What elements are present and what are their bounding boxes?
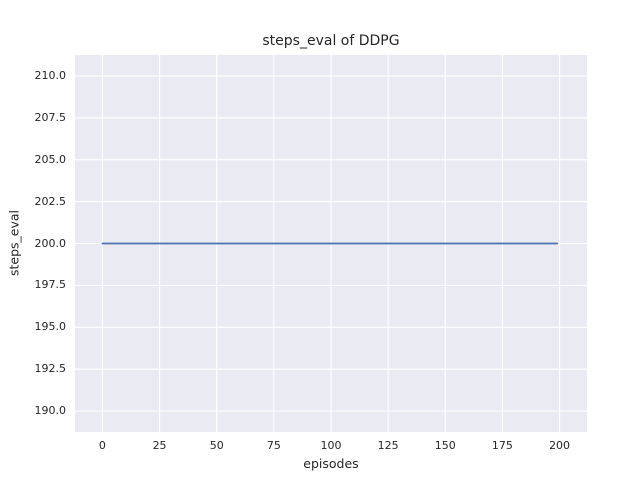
x-axis-label: episodes bbox=[303, 456, 359, 471]
x-tick-label: 125 bbox=[377, 439, 399, 452]
y-tick-label: 197.5 bbox=[34, 278, 67, 292]
y-tick-label: 207.5 bbox=[34, 110, 67, 124]
x-tick-label: 25 bbox=[152, 439, 167, 452]
x-tick-label: 100 bbox=[320, 439, 342, 452]
x-tick-label: 150 bbox=[434, 439, 456, 452]
y-tick-label: 210.0 bbox=[34, 68, 67, 82]
y-tick-label: 190.0 bbox=[34, 404, 67, 418]
x-tick-label: 50 bbox=[209, 439, 224, 452]
x-tick-label: 0 bbox=[98, 439, 106, 452]
y-tick-label: 192.5 bbox=[34, 362, 67, 376]
x-tick-label: 75 bbox=[266, 439, 281, 452]
x-tick-label: 200 bbox=[549, 439, 571, 452]
y-tick-label: 205.0 bbox=[34, 152, 67, 166]
y-tick-label: 200.0 bbox=[34, 236, 67, 250]
y-tick-label: 195.0 bbox=[34, 320, 67, 334]
chart-title: steps_eval of DDPG bbox=[262, 33, 400, 49]
y-tick-label: 202.5 bbox=[34, 194, 67, 208]
x-tick-label: 175 bbox=[491, 439, 513, 452]
